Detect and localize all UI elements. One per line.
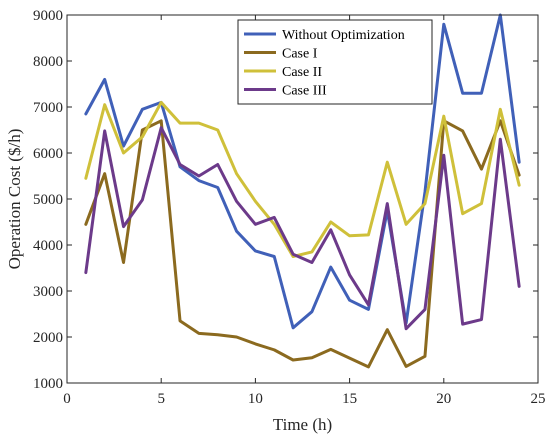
series-line-3 — [84, 126, 521, 331]
x-tick-label: 25 — [531, 391, 546, 407]
y-tick-label: 2000 — [33, 330, 63, 346]
legend-label-1: Case I — [282, 47, 318, 62]
y-tick-label: 9000 — [33, 8, 63, 24]
x-tick-label: 20 — [436, 391, 451, 407]
y-tick-label: 5000 — [33, 192, 63, 208]
series-line-1 — [84, 119, 521, 369]
legend: Without Optimization Case I Case II Case II… — [237, 19, 433, 105]
x-tick-label: 15 — [342, 391, 357, 407]
legend-label-0: Without Optimization — [282, 28, 405, 43]
series-lines — [84, 13, 521, 369]
y-tick-label: 3000 — [33, 284, 63, 300]
y-tick-label: 4000 — [33, 238, 63, 254]
series-line-2 — [84, 100, 521, 258]
series-line-0 — [84, 13, 521, 330]
y-tick-label: 6000 — [33, 146, 63, 162]
x-tick-label: 5 — [157, 391, 165, 407]
y-tick-label: 7000 — [33, 100, 63, 116]
legend-label-2: Case II — [282, 65, 322, 80]
y-tick-label: 1000 — [33, 376, 63, 392]
x-tick-label: 0 — [63, 391, 71, 407]
y-tick-label: 8000 — [33, 54, 63, 70]
x-tick-label: 10 — [248, 391, 263, 407]
x-axis-title: Time (h) — [273, 415, 332, 434]
axes: 0 5 10 15 20 25 1000 2000 3000 4000 5000 6000 7000 80… — [33, 8, 546, 407]
y-axis-title: Operation Cost ($/h) — [5, 129, 24, 270]
legend-label-3: Case III — [282, 84, 327, 99]
